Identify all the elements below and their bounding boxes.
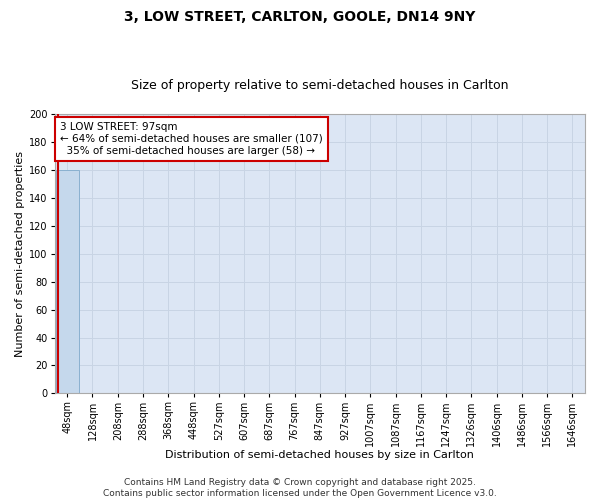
Text: 3 LOW STREET: 97sqm
← 64% of semi-detached houses are smaller (107)
  35% of sem: 3 LOW STREET: 97sqm ← 64% of semi-detach…: [60, 122, 323, 156]
Title: Size of property relative to semi-detached houses in Carlton: Size of property relative to semi-detach…: [131, 79, 509, 92]
Bar: [56, 170, 79, 394]
Text: Contains HM Land Registry data © Crown copyright and database right 2025.
Contai: Contains HM Land Registry data © Crown c…: [103, 478, 497, 498]
X-axis label: Distribution of semi-detached houses by size in Carlton: Distribution of semi-detached houses by …: [166, 450, 474, 460]
Y-axis label: Number of semi-detached properties: Number of semi-detached properties: [15, 150, 25, 356]
Text: 3, LOW STREET, CARLTON, GOOLE, DN14 9NY: 3, LOW STREET, CARLTON, GOOLE, DN14 9NY: [124, 10, 476, 24]
